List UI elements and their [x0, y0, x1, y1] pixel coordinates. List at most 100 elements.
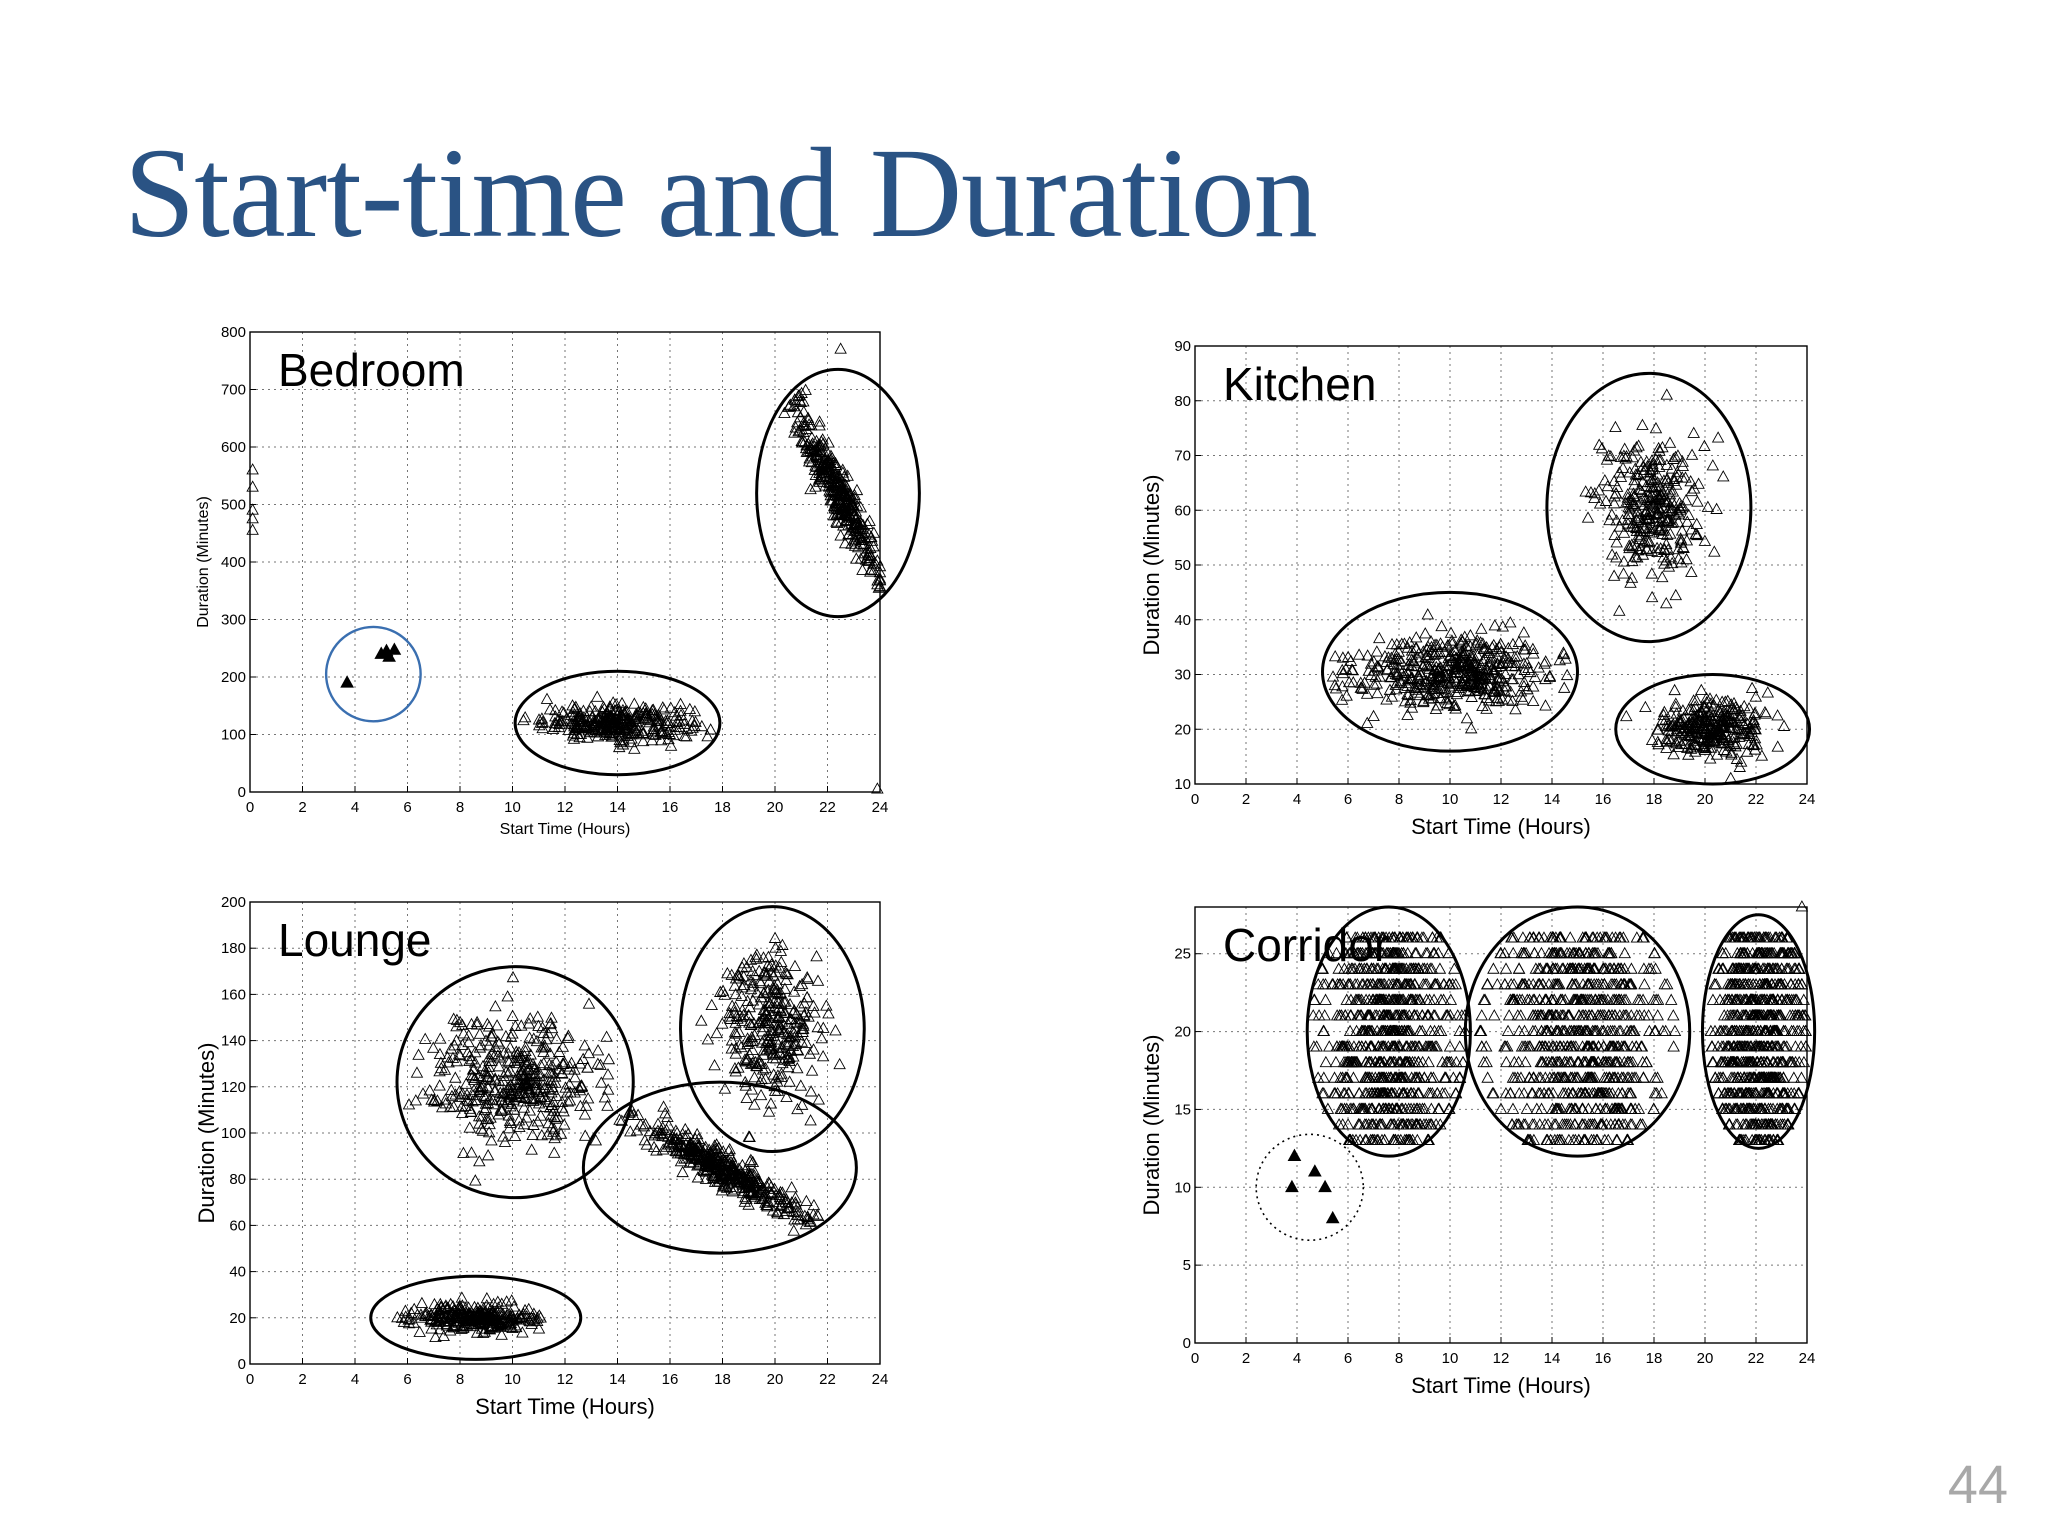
- data-point: [554, 1127, 568, 1139]
- data-point: [762, 999, 776, 1012]
- data-point: [1401, 641, 1415, 653]
- data-point: [793, 979, 806, 991]
- data-point: [590, 690, 604, 702]
- data-point: [1376, 946, 1390, 959]
- data-point: [871, 574, 884, 586]
- data-point: [1628, 478, 1641, 490]
- data-point: [661, 1110, 674, 1122]
- data-point: [515, 1311, 528, 1323]
- data-point: [437, 1329, 450, 1342]
- data-point: [1348, 977, 1362, 990]
- data-point: [1669, 478, 1683, 490]
- data-point: [792, 1028, 805, 1041]
- data-point: [1428, 1040, 1442, 1052]
- data-point: [743, 1168, 756, 1181]
- data-point: [750, 952, 763, 964]
- data-point: [759, 1072, 772, 1084]
- data-point: [1319, 993, 1332, 1005]
- data-point: [1464, 722, 1478, 734]
- data-point: [843, 509, 857, 522]
- data-point: [788, 426, 801, 438]
- data-point: [1569, 1102, 1583, 1114]
- data-point: [746, 994, 760, 1006]
- data-point: [532, 713, 546, 725]
- data-point: [1311, 977, 1325, 990]
- data-point: [1425, 1102, 1438, 1114]
- data-point: [1412, 672, 1426, 685]
- data-point: [1524, 665, 1537, 678]
- data-point: [1366, 977, 1380, 990]
- data-point: [680, 730, 693, 742]
- data-point: [518, 1086, 531, 1098]
- data-point: [743, 1185, 757, 1197]
- data-point: [470, 1015, 484, 1028]
- data-point: [446, 1299, 460, 1312]
- data-point: [788, 959, 802, 972]
- data-point: [1549, 1102, 1563, 1114]
- data-point: [498, 1135, 512, 1148]
- data-point: [446, 1051, 460, 1063]
- data-point: [639, 707, 652, 719]
- data-point: [1462, 658, 1475, 670]
- data-point: [1725, 746, 1738, 758]
- data-point: [1504, 685, 1517, 697]
- data-point: [434, 1032, 447, 1044]
- data-point: [1614, 470, 1628, 482]
- data-point: [1469, 638, 1483, 650]
- data-point: [1637, 466, 1651, 478]
- data-point: [1605, 548, 1619, 560]
- data-point: [471, 1308, 485, 1320]
- data-point: [716, 1145, 730, 1157]
- data-point: [1312, 1009, 1326, 1021]
- data-point: [1672, 740, 1686, 752]
- data-point: [777, 1207, 791, 1220]
- data-point: [757, 965, 771, 978]
- data-point: [739, 1055, 752, 1067]
- data-point: [675, 1138, 688, 1150]
- data-point: [1443, 1040, 1457, 1052]
- data-point: [1493, 640, 1506, 653]
- data-point: [1634, 542, 1648, 554]
- data-point: [753, 1057, 766, 1069]
- data-point: [601, 1083, 615, 1095]
- data-point: [1394, 1133, 1408, 1145]
- data-point: [543, 1058, 556, 1070]
- data-point: [1616, 513, 1629, 526]
- data-point-outlier: [834, 342, 847, 354]
- data-point: [450, 1034, 463, 1046]
- data-point: [1633, 532, 1646, 545]
- data-point: [791, 1201, 804, 1213]
- data-point: [1569, 1133, 1582, 1145]
- data-point: [1422, 651, 1435, 663]
- data-point: [447, 1100, 461, 1112]
- data-point: [1520, 1102, 1534, 1114]
- data-point: [1596, 1118, 1609, 1130]
- data-point: [1627, 520, 1640, 532]
- data-point: [762, 1105, 776, 1117]
- data-point: [1690, 517, 1704, 529]
- data-point: [1717, 470, 1730, 482]
- cluster-ellipse: [755, 367, 921, 619]
- data-point: [837, 470, 851, 482]
- data-point: [766, 1195, 780, 1208]
- data-point: [1366, 946, 1380, 959]
- data-point: [815, 466, 829, 478]
- data-point: [1418, 962, 1431, 974]
- data-point: [686, 714, 699, 726]
- data-point: [697, 1146, 710, 1158]
- data-point: [1572, 1009, 1586, 1021]
- data-point: [1526, 1009, 1540, 1021]
- data-points: [391, 931, 846, 1343]
- x-tick-label: 8: [1395, 1350, 1403, 1367]
- data-point: [1610, 1133, 1624, 1145]
- data-point: [1619, 452, 1632, 464]
- data-point: [589, 714, 602, 726]
- data-point: [1708, 545, 1721, 557]
- data-point: [674, 704, 687, 716]
- data-point: [522, 1082, 536, 1095]
- data-point: [1636, 418, 1649, 430]
- data-point: [623, 714, 637, 727]
- data-point: [1645, 590, 1659, 603]
- data-point: [544, 1016, 558, 1029]
- data-point: [456, 1038, 469, 1050]
